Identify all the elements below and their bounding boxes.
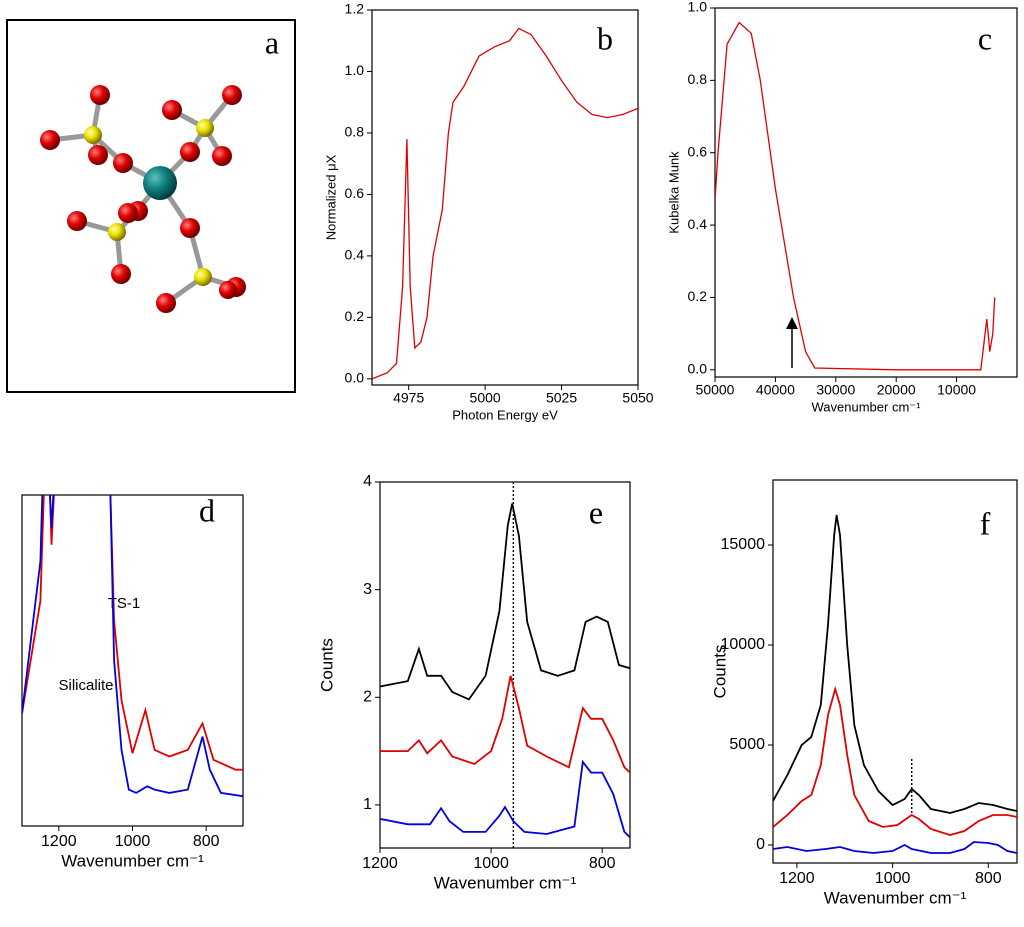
x-tick-label: 1000	[473, 855, 509, 872]
x-axis-label: Wavenumber cm⁻¹	[61, 851, 204, 870]
y-tick-label: 0.4	[345, 247, 365, 263]
y-axis-label: Kubelka Munk	[666, 151, 681, 234]
data-line	[773, 685, 1017, 836]
x-tick-label: 30000	[816, 382, 855, 398]
y-tick-label: 4	[363, 473, 372, 490]
x-tick-label: 1000	[115, 833, 151, 850]
x-axis-label: Photon Energy eV	[452, 407, 558, 422]
x-axis-label: Wavenumber cm⁻¹	[812, 399, 922, 414]
y-tick-label: 1.2	[345, 1, 365, 17]
data-line	[22, 495, 243, 771]
molecule-panel: a	[6, 19, 296, 393]
panel-label: b	[597, 20, 613, 56]
x-tick-label: 50000	[696, 382, 735, 398]
y-tick-label: 0	[756, 836, 765, 853]
chart: 1200 1000 800 1 2 3 4 Wavenumber cm⁻¹ Counts e	[317, 473, 631, 892]
data-line	[380, 759, 630, 838]
y-tick-label: 1	[363, 796, 372, 813]
y-axis-label: Counts	[317, 638, 336, 692]
series-label: Silicalite	[58, 677, 113, 694]
data-line	[773, 841, 1017, 854]
x-tick-label: 1000	[875, 870, 911, 887]
data-line	[380, 503, 630, 701]
x-tick-label: 800	[975, 870, 1002, 887]
y-tick-label: 0.0	[688, 360, 708, 376]
arrow	[786, 317, 798, 368]
y-tick-label: 5000	[729, 736, 765, 753]
plot-frame	[21, 494, 244, 827]
y-tick-label: 0.6	[688, 143, 708, 159]
x-tick-label: 10000	[937, 382, 976, 398]
x-axis-label: Wavenumber cm⁻¹	[434, 873, 577, 892]
y-tick-label: 0.2	[345, 308, 365, 324]
y-axis-label: Counts	[710, 645, 729, 699]
x-tick-label: 1200	[41, 833, 77, 850]
data-line	[372, 27, 638, 380]
y-tick-label: 0.4	[688, 216, 708, 232]
x-tick-label: 5000	[470, 390, 501, 406]
data-line	[715, 21, 996, 371]
plot-frame	[371, 9, 639, 386]
x-tick-label: 5025	[546, 390, 577, 406]
y-tick-label: 1.0	[345, 62, 365, 78]
chart: 50000 40000 30000 20000 10000 0.0 0.2 0.4 0.6 0.8…	[666, 0, 1018, 414]
y-tick-label: 0.0	[345, 370, 365, 386]
data-line	[380, 675, 630, 774]
y-tick-label: 0.8	[688, 71, 708, 87]
y-tick-label: 0.2	[688, 288, 708, 304]
y-tick-label: 3	[363, 581, 372, 598]
data-line	[22, 495, 243, 798]
y-tick-label: 10000	[721, 636, 766, 653]
y-tick-label: 2	[363, 689, 372, 706]
series-label: TS-1	[108, 595, 141, 612]
panel-frame	[6, 19, 296, 393]
x-tick-label: 20000	[877, 382, 916, 398]
y-tick-label: 0.8	[345, 124, 365, 140]
x-tick-label: 1200	[779, 870, 815, 887]
x-tick-label: 4975	[393, 390, 424, 406]
panel-label: c	[978, 20, 992, 56]
panel-label: d	[199, 492, 215, 528]
y-tick-label: 1.0	[688, 0, 708, 15]
x-tick-label: 800	[589, 855, 616, 872]
chart: 4975 5000 5025 5050 0.0 0.2 0.4 0.6 0.8 1.0 1.2 Pho…	[323, 1, 653, 423]
chart: 1200 1000 800 0 5000 10000 15000 Wavenumber cm⁻…	[710, 479, 1018, 907]
y-tick-label: 0.6	[345, 185, 365, 201]
panel-label: a	[265, 24, 279, 60]
x-tick-label: 1200	[362, 855, 398, 872]
x-tick-label: 5050	[622, 390, 653, 406]
plot-frame	[714, 7, 1018, 378]
panel-label: f	[980, 505, 991, 541]
y-axis-label: Normalized μX	[323, 154, 338, 240]
data-line	[773, 514, 1017, 814]
plot-frame	[379, 481, 631, 849]
panel-label: e	[589, 494, 603, 530]
x-axis-label: Wavenumber cm⁻¹	[824, 888, 967, 907]
x-tick-label: 800	[193, 833, 220, 850]
y-tick-label: 15000	[721, 536, 766, 553]
atoms	[40, 85, 246, 313]
x-tick-label: 40000	[756, 382, 795, 398]
plot-frame	[772, 479, 1018, 864]
